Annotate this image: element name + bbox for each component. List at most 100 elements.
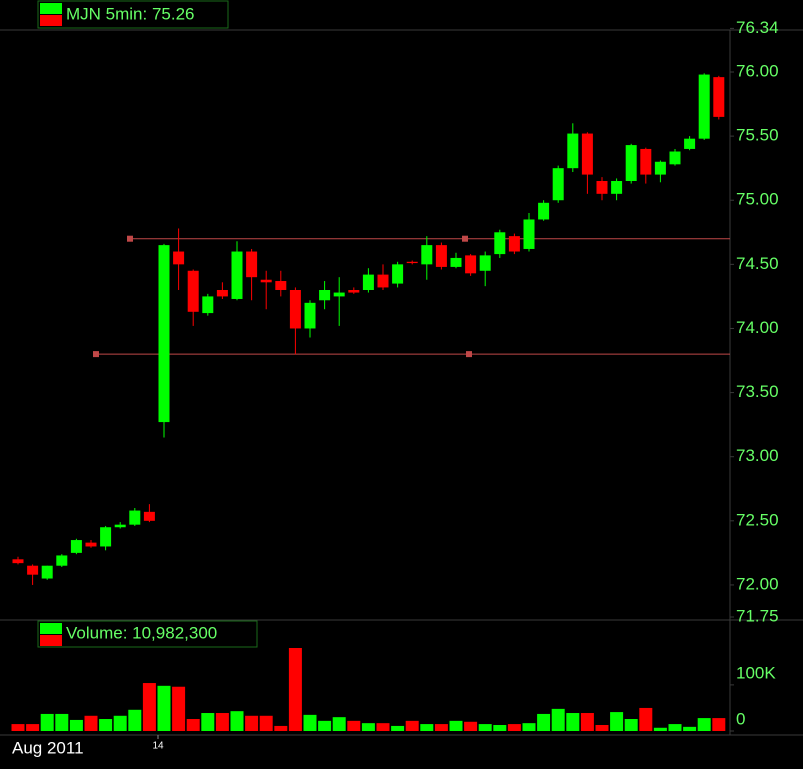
volume-bar <box>537 713 551 731</box>
volume-title: Volume: 10,982,300 <box>66 623 217 642</box>
volume-bar <box>288 648 302 731</box>
candle-body <box>216 290 228 297</box>
volume-bar <box>157 685 171 731</box>
y-tick-label: 75.50 <box>736 126 779 145</box>
legend-up-swatch <box>40 3 62 14</box>
candle-body <box>275 281 287 290</box>
volume-bar <box>683 726 697 731</box>
candle-body <box>12 559 24 564</box>
candle-body <box>114 524 126 528</box>
candle-body <box>669 151 681 165</box>
candle-body <box>596 181 608 194</box>
candle-body <box>41 565 53 579</box>
volume-bar <box>332 717 346 731</box>
trendline-handle <box>127 235 133 242</box>
volume-bar <box>405 720 419 731</box>
volume-bar <box>507 724 521 731</box>
volume-bar <box>245 715 259 731</box>
volume-bar <box>215 713 229 731</box>
volume-bar <box>361 723 375 731</box>
candle-body <box>581 133 593 175</box>
volume-bar <box>610 712 624 731</box>
candle-body <box>508 236 520 252</box>
candle-body <box>158 245 170 423</box>
y-tick-label: 76.00 <box>736 61 779 80</box>
candle-body <box>640 148 652 175</box>
volume-bar <box>113 715 127 731</box>
candle-body <box>713 77 725 117</box>
candle-body <box>435 245 447 267</box>
candle-body <box>552 168 564 201</box>
candle-body <box>567 133 579 169</box>
volume-bar <box>55 713 69 731</box>
volume-bar <box>40 713 54 731</box>
candle-body <box>392 264 404 284</box>
y-tick-label: 72.50 <box>736 510 779 529</box>
candle-body <box>85 542 97 547</box>
y-tick-label: 71.75 <box>736 606 779 625</box>
trendline-handle <box>462 235 468 242</box>
volume-bar <box>128 709 142 731</box>
candle-body <box>625 145 637 181</box>
candle-body <box>494 232 506 255</box>
y-tick-label: 75.00 <box>736 190 779 209</box>
candle-body <box>611 181 623 194</box>
volume-bar <box>478 724 492 731</box>
volume-bar <box>391 725 405 731</box>
volume-bar <box>259 715 273 731</box>
y-tick-label: 100K <box>736 663 776 682</box>
volume-bar <box>639 707 653 731</box>
candle-body <box>202 296 214 314</box>
candle-body <box>100 527 112 547</box>
candle-body <box>289 290 301 329</box>
x-tick-label: Aug 2011 <box>12 738 84 757</box>
candle-body <box>129 510 141 525</box>
volume-bar <box>201 713 215 731</box>
legend-up-swatch <box>40 623 62 634</box>
candle-body <box>319 290 331 301</box>
y-tick-label: 73.50 <box>736 382 779 401</box>
volume-bar <box>580 713 594 731</box>
legend-box <box>37 0 229 29</box>
candle-body <box>231 251 243 299</box>
volume-bar <box>230 711 244 731</box>
y-tick-label: 72.00 <box>736 574 779 593</box>
candle-body <box>450 257 462 267</box>
candle-body <box>523 219 535 249</box>
volume-bar <box>624 719 638 731</box>
candle-body <box>173 251 185 265</box>
trendline-handle <box>466 351 472 358</box>
volume-bar <box>449 720 463 731</box>
legend-box <box>37 620 258 648</box>
volume-bar <box>347 720 361 731</box>
volume-bar <box>303 714 317 731</box>
volume-bar <box>142 683 156 731</box>
candle-body <box>260 279 272 283</box>
volume-bar <box>434 724 448 731</box>
candle-body <box>684 138 696 149</box>
volume-bar <box>566 713 580 731</box>
volume-bar <box>26 724 40 731</box>
legend-down-swatch <box>40 15 62 26</box>
candle-body <box>421 245 433 265</box>
y-tick-label: 76.34 <box>736 18 779 37</box>
candle-body <box>333 292 345 297</box>
candle-body <box>465 255 477 274</box>
volume-bar <box>84 715 98 731</box>
trendline-handle <box>93 351 99 358</box>
volume-bar <box>595 725 609 731</box>
volume-bar <box>376 723 390 731</box>
x-tick-label: 14 <box>152 741 164 752</box>
candle-body <box>56 555 68 566</box>
candle-body <box>187 270 199 312</box>
volume-bar <box>668 724 682 731</box>
candle-body <box>70 540 82 553</box>
y-tick-label: 0 <box>736 709 745 728</box>
candle-body <box>698 74 710 139</box>
volume-bar <box>551 708 565 731</box>
candle-body <box>654 161 666 175</box>
candle-body <box>362 274 374 290</box>
candle-body <box>246 251 258 278</box>
